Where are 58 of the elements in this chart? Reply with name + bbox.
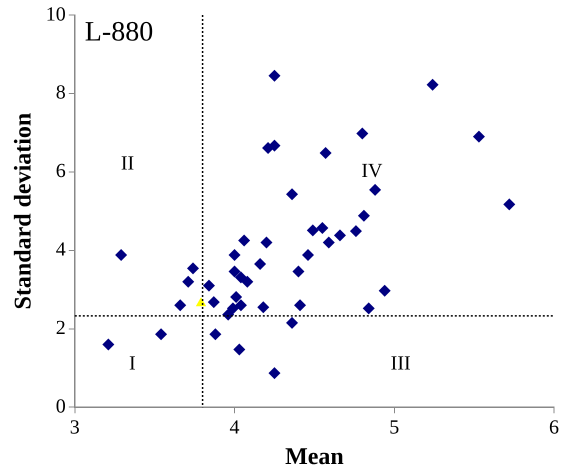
point [187,262,200,274]
point [115,249,128,262]
x-tick-label: 4 [230,416,240,438]
point [334,229,346,242]
point [294,299,306,312]
point [228,266,241,278]
point [286,188,298,200]
chart-title: L-880 [84,16,154,48]
y-tick-label: 4 [56,238,66,261]
point [362,302,375,314]
x-axis-title: Mean [285,444,344,470]
annotation: I [128,352,136,374]
y-tick-label: 10 [46,3,66,26]
point [102,338,114,350]
point [268,367,280,380]
y-tick-label: 2 [56,317,66,340]
annotation: II [120,152,134,174]
point [350,225,362,238]
point [306,224,319,236]
point [234,271,247,284]
point [316,222,328,234]
point [286,316,298,329]
point [257,301,270,314]
point [378,284,391,297]
point [302,249,314,262]
point [254,258,266,270]
point [155,328,168,340]
point [233,344,246,356]
y-tick-label: 6 [56,160,66,182]
point [292,266,304,278]
point [268,70,280,82]
point [356,127,368,140]
point [241,276,254,288]
point [503,198,516,210]
y-tick-label: 0 [56,395,66,418]
annotation: III [390,352,411,374]
y-axis-title: Standard deviation [10,112,37,310]
point [230,290,242,303]
point [182,276,194,288]
point [208,296,220,308]
point [202,280,215,292]
point [234,299,247,312]
annotation: IV [361,160,384,182]
point [228,249,241,262]
point [260,236,272,248]
point [209,328,222,340]
x-tick-label: 6 [549,416,559,438]
point [358,210,370,222]
point [174,299,186,312]
point [472,130,485,143]
x-tick-label: 3 [70,416,80,438]
x-tick-label: 5 [389,416,400,438]
point [320,147,332,160]
point [369,184,382,196]
y-tick-label: 8 [56,82,66,104]
point [426,78,439,91]
point [322,236,335,248]
point [238,234,250,247]
